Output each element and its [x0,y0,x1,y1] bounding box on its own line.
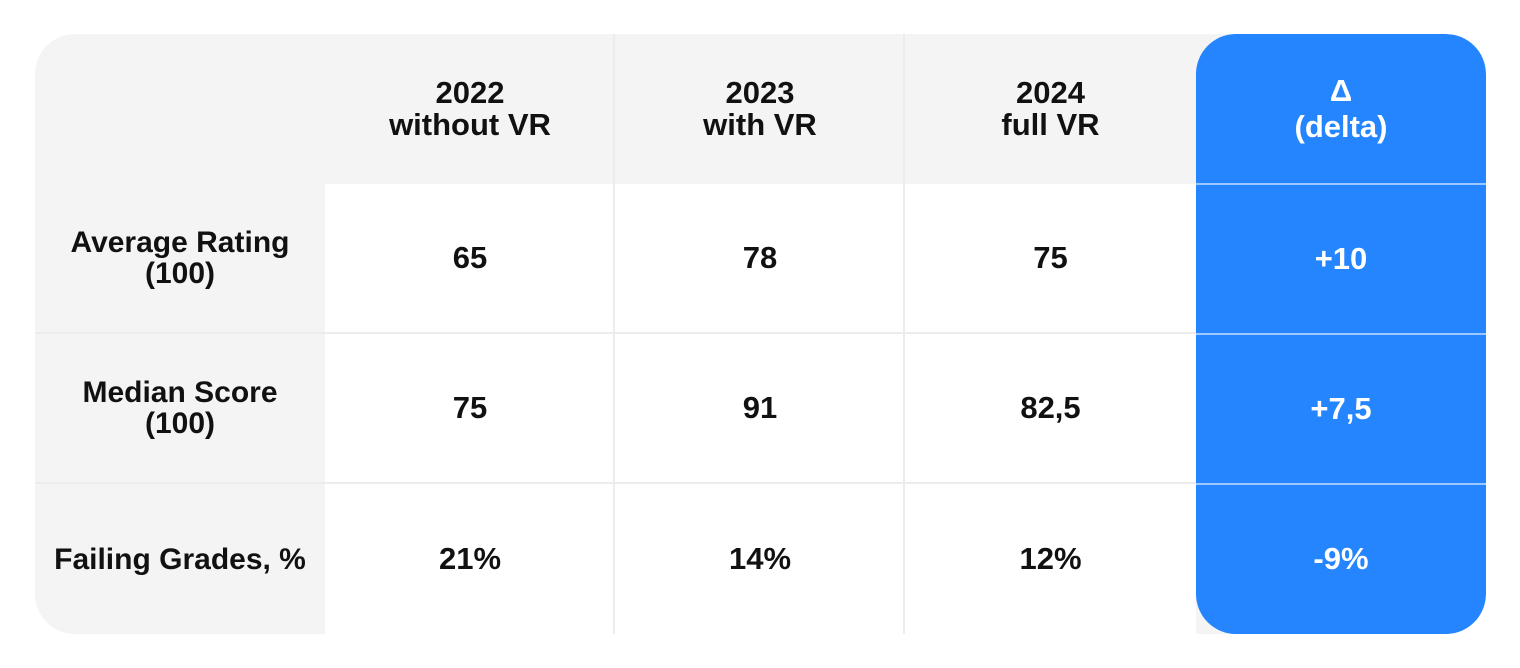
delta-average-rating: +10 [1314,241,1368,276]
column-divider [613,34,615,634]
header-label: without VR [389,107,551,142]
header-2024: 2024 full VR [905,34,1196,184]
delta-column: Δ (delta) +10 +7,5 -9% [1196,34,1486,634]
delta-failing-grades: -9% [1313,541,1369,576]
cell-failing-grades-2023: 14% [615,484,905,634]
header-year: 2022 [435,75,505,110]
comparison-table: 65 78 75 75 91 82,5 21% 14% 12% 2022 with… [35,34,1486,634]
row-label-unit: (100) [144,407,216,440]
cell-median-score-2023: 91 [615,334,905,482]
row-divider [35,482,1196,484]
delta-divider [1196,483,1486,485]
cell-average-rating-2022: 65 [325,184,615,332]
cell-average-rating-2024: 75 [905,184,1196,332]
delta-header-label: (delta) [1294,109,1388,144]
delta-divider [1196,333,1486,335]
row-label-failing-grades: Failing Grades, % [35,484,325,634]
cell-failing-grades-2022: 21% [325,484,615,634]
header-year: 2024 [1016,75,1085,110]
row-label-line: Failing Grades, % [54,542,306,576]
cell-median-score-2022: 75 [325,334,615,482]
header-2022: 2022 without VR [325,34,615,184]
column-divider [903,34,905,634]
header-delta: Δ (delta) [1196,34,1486,184]
row-divider [35,332,1196,334]
cell-failing-grades-2024: 12% [905,484,1196,634]
header-year: 2023 [725,75,795,110]
header-2023: 2023 with VR [615,34,905,184]
cell-median-score-2024: 82,5 [905,334,1196,482]
row-label-median-score: Median Score (100) [35,334,325,482]
cell-average-rating-2023: 78 [615,184,905,332]
row-label-average-rating: Average Rating (100) [35,184,325,332]
delta-symbol: Δ [1329,73,1353,108]
delta-divider [1196,183,1486,185]
header-label: with VR [703,107,817,142]
header-label: full VR [1001,107,1100,142]
delta-median-score: +7,5 [1310,391,1372,426]
row-label-line: Average Rating [70,226,290,259]
row-label-line: Median Score [82,376,278,409]
row-label-unit: (100) [144,257,216,290]
